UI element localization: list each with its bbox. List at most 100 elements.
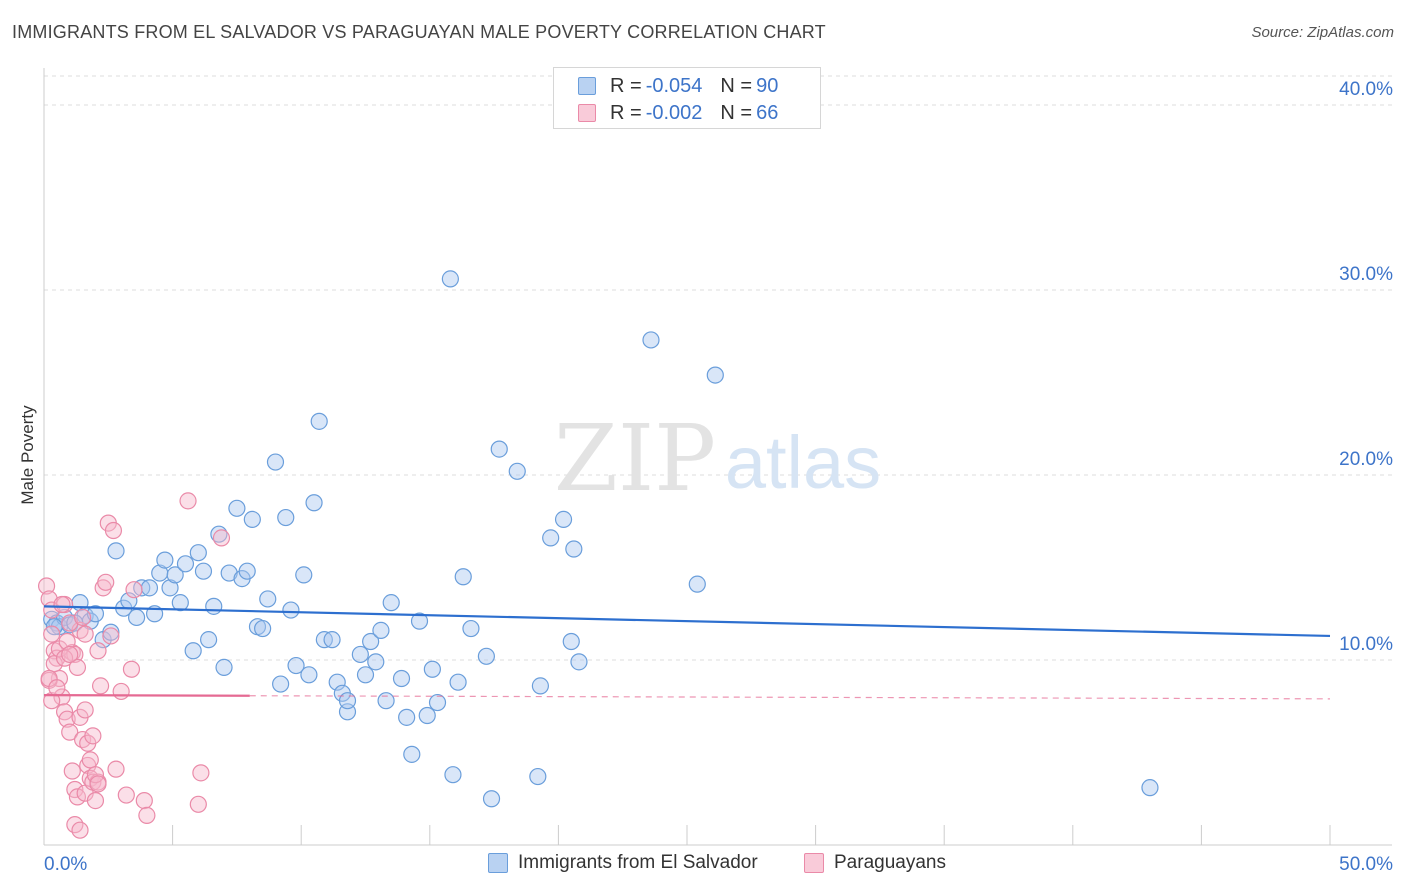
point-paraguayans xyxy=(43,625,61,643)
point-el-salvador xyxy=(254,619,272,638)
point-paraguayans xyxy=(53,688,71,706)
y-tick-label: 20.0% xyxy=(1339,449,1393,470)
series-legend: Immigrants from El Salvador Paraguayans xyxy=(0,850,1406,878)
point-paraguayans xyxy=(179,492,197,510)
point-paraguayans xyxy=(68,658,87,677)
point-paraguayans xyxy=(192,764,210,782)
legend-r-value: -0.054 xyxy=(645,74,703,97)
point-el-salvador xyxy=(205,597,223,615)
point-paraguayans xyxy=(71,821,89,839)
point-el-salvador xyxy=(189,544,207,562)
point-el-salvador xyxy=(266,453,285,471)
point-paraguayans xyxy=(117,786,135,804)
point-paraguayans xyxy=(189,795,207,813)
point-el-salvador xyxy=(531,677,549,695)
point-paraguayans xyxy=(107,760,125,778)
point-el-salvador xyxy=(477,647,495,665)
point-el-salvador xyxy=(171,594,189,612)
point-el-salvador xyxy=(156,551,174,569)
trend-line-paraguayans-dashed xyxy=(249,695,1331,700)
y-tick-label: 10.0% xyxy=(1339,634,1393,655)
point-el-salvador xyxy=(508,462,526,480)
point-el-salvador xyxy=(372,621,390,640)
point-el-salvador xyxy=(328,673,346,691)
point-el-salvador xyxy=(403,745,421,763)
point-paraguayans xyxy=(104,521,123,540)
point-paraguayans xyxy=(53,595,71,614)
point-el-salvador xyxy=(570,653,588,671)
y-tick-label: 40.0% xyxy=(1339,79,1393,100)
point-el-salvador xyxy=(295,566,313,584)
correlation-legend: R = -0.054 N = 90 R = -0.002 N = 66 xyxy=(553,67,821,129)
point-el-salvador xyxy=(454,568,472,586)
point-el-salvador xyxy=(449,673,467,691)
point-paraguayans xyxy=(122,660,141,678)
point-el-salvador xyxy=(398,708,416,726)
series-swatch-blue xyxy=(488,853,508,873)
chart-title: IMMIGRANTS FROM EL SALVADOR VS PARAGUAYA… xyxy=(12,22,826,42)
point-el-salvador xyxy=(351,645,369,664)
point-el-salvador xyxy=(362,632,380,651)
legend-row-pink: R = -0.002 N = 66 xyxy=(578,100,796,126)
point-paraguayans xyxy=(58,710,76,728)
point-paraguayans xyxy=(84,727,102,745)
legend-n-label: N = xyxy=(720,101,753,124)
chart-source: Source: ZipAtlas.com xyxy=(1251,24,1394,41)
point-el-salvador xyxy=(428,693,447,712)
point-el-salvador xyxy=(140,579,159,597)
point-el-salvador xyxy=(282,601,300,619)
point-paraguayans xyxy=(112,682,130,701)
point-el-salvador xyxy=(305,494,323,512)
legend-n-value: 90 xyxy=(756,74,779,97)
point-el-salvador xyxy=(706,366,724,384)
legend-n-value: 66 xyxy=(756,101,779,124)
point-paraguayans xyxy=(58,632,76,651)
point-el-salvador xyxy=(127,608,146,627)
x-tick-label: 0.0% xyxy=(44,854,87,875)
point-el-salvador xyxy=(542,529,560,547)
series-swatch-pink xyxy=(804,853,824,873)
point-el-salvador xyxy=(86,605,105,623)
point-el-salvador xyxy=(441,270,459,288)
point-paraguayans xyxy=(61,723,79,741)
point-paraguayans xyxy=(76,625,94,643)
point-paraguayans xyxy=(91,677,110,695)
axis-layer xyxy=(43,68,1392,846)
watermark-zip: ZIP xyxy=(554,405,716,512)
point-el-salvador xyxy=(215,658,233,677)
point-el-salvador xyxy=(418,706,436,725)
point-el-salvador xyxy=(377,692,395,710)
point-el-salvador xyxy=(444,766,462,784)
trend-line-el-salvador xyxy=(43,605,1331,638)
legend-n-label: N = xyxy=(720,74,753,97)
point-el-salvador xyxy=(688,575,706,593)
point-el-salvador xyxy=(107,542,125,560)
point-el-salvador xyxy=(184,642,202,660)
point-el-salvador xyxy=(272,675,290,693)
point-el-salvador xyxy=(392,669,411,688)
point-el-salvador xyxy=(338,692,357,710)
point-el-salvador xyxy=(243,510,261,529)
point-el-salvador xyxy=(382,594,400,612)
point-paraguayans xyxy=(97,573,115,591)
point-el-salvador xyxy=(323,631,341,649)
point-el-salvador xyxy=(642,331,660,349)
point-el-salvador xyxy=(565,540,583,558)
point-paraguayans xyxy=(48,679,66,697)
points-layer xyxy=(37,270,1159,839)
series-legend-item-paraguayans[interactable]: Paraguayans xyxy=(804,852,946,874)
series-legend-item-el-salvador[interactable]: Immigrants from El Salvador xyxy=(488,852,758,874)
point-paraguayans xyxy=(102,627,120,645)
point-el-salvador xyxy=(554,510,573,529)
point-el-salvador xyxy=(367,653,385,671)
point-paraguayans xyxy=(66,645,84,664)
point-el-salvador xyxy=(166,566,184,584)
point-el-salvador xyxy=(287,656,305,675)
x-tick-label: 50.0% xyxy=(1339,854,1393,875)
point-paraguayans xyxy=(212,529,231,547)
point-paraguayans xyxy=(37,577,56,595)
legend-r-label: R = xyxy=(610,74,642,97)
point-paraguayans xyxy=(61,645,79,664)
point-el-salvador xyxy=(1141,779,1159,797)
